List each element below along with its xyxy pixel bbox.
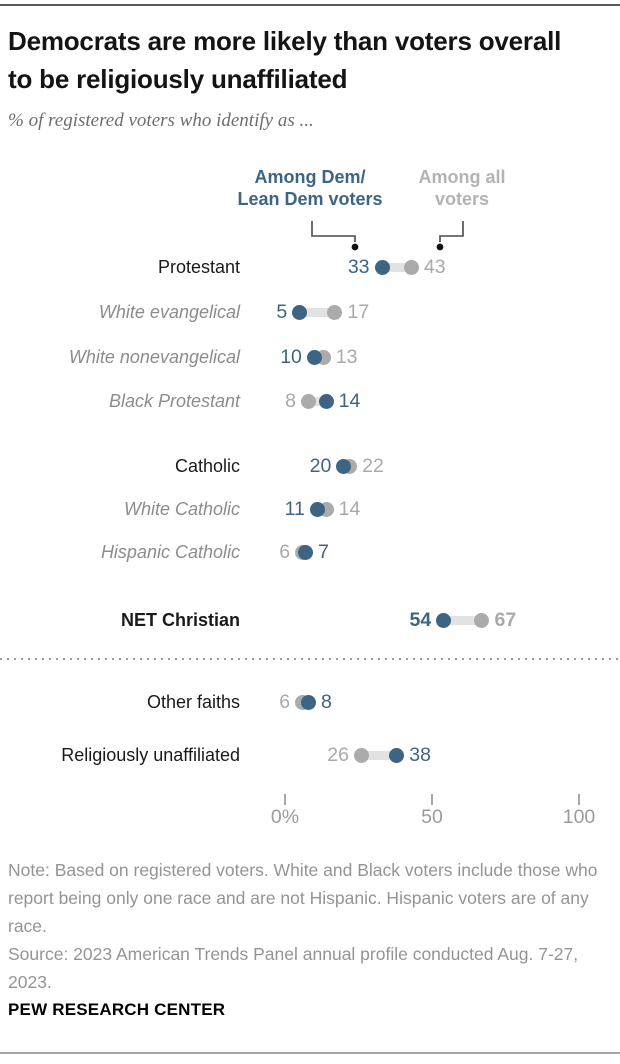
all-value-label: 8 <box>285 390 297 412</box>
section-divider <box>0 658 620 660</box>
dem-value-label: 7 <box>318 541 329 563</box>
axis-tick-label: 0% <box>270 806 300 828</box>
chart-subtitle: % of registered voters who identify as .… <box>8 110 314 131</box>
dem-voters-dot <box>436 612 452 628</box>
connector-band <box>443 615 482 625</box>
all-value-label: 43 <box>423 256 446 278</box>
dem-voters-dot <box>336 458 352 474</box>
all-voters-dot <box>353 747 369 763</box>
axis-tick <box>431 794 433 805</box>
bottom-rule <box>0 1052 620 1054</box>
connector-band <box>361 750 397 760</box>
dot-plot: Protestant 33 43 White evangelical 5 17 White … <box>61 256 517 766</box>
page-title: Democrats are more likely than voters ov… <box>8 26 562 94</box>
category-label: White Catholic <box>123 499 240 519</box>
legend-dem-line1: Among Dem/ <box>254 167 366 187</box>
dem-voters-dot <box>298 544 314 560</box>
all-voters-dot <box>301 393 317 409</box>
top-rule <box>0 4 620 6</box>
category-label: Religiously unaffiliated <box>61 745 240 765</box>
axis-tick <box>284 794 286 805</box>
chart-note: Note: Based on registered voters. White … <box>8 860 598 936</box>
legend-pointer-lines <box>311 221 464 251</box>
category-label: Protestant <box>157 257 240 277</box>
dem-voters-dot <box>306 349 322 365</box>
legend-all-line2: voters <box>434 189 490 209</box>
all-voters-dot <box>474 612 490 628</box>
dem-value-label: 8 <box>321 691 332 713</box>
legend-dem-label: Among Dem/ Lean Dem voters <box>228 166 392 210</box>
chart-source: Source: 2023 American Trends Panel annua… <box>8 944 579 992</box>
dem-value-label: 14 <box>338 390 361 412</box>
legend-all-label: Among all voters <box>400 166 524 210</box>
category-label: White evangelical <box>98 302 240 322</box>
dem-value-label: 10 <box>280 346 302 368</box>
all-value-label: 26 <box>327 744 349 766</box>
dem-voters-dot <box>309 501 325 517</box>
category-label: White nonevangelical <box>68 347 240 367</box>
dem-voters-dot <box>389 747 405 763</box>
category-label: NET Christian <box>120 610 240 630</box>
all-value-label: 6 <box>279 691 291 713</box>
dem-voters-dot <box>292 304 308 320</box>
connector-band <box>382 262 412 272</box>
legend-all-line1: Among all <box>418 167 506 187</box>
dem-value-label: 38 <box>409 744 431 766</box>
category-label: Hispanic Catholic <box>100 542 240 562</box>
dem-value-label: 54 <box>409 609 432 631</box>
all-value-label: 6 <box>279 541 291 563</box>
dem-value-label: 20 <box>309 455 332 477</box>
connector-band <box>299 307 335 317</box>
pew-research-center-wordmark: PEW RESEARCH CENTER <box>8 1000 226 1019</box>
dem-value-label: 33 <box>347 256 370 278</box>
connector-band <box>308 396 327 406</box>
all-voters-dot <box>403 259 419 275</box>
dem-value-label: 5 <box>276 301 288 323</box>
all-value-label: 22 <box>362 455 384 477</box>
all-value-label: 17 <box>347 301 370 323</box>
category-label: Catholic <box>174 456 240 476</box>
dem-voters-dot <box>374 259 390 275</box>
category-label: Other faiths <box>146 692 240 712</box>
dem-value-label: 11 <box>284 498 305 520</box>
all-value-label: 67 <box>494 609 517 631</box>
category-label: Black Protestant <box>108 391 240 411</box>
axis-tick <box>578 794 580 805</box>
dem-voters-dot <box>318 393 334 409</box>
dem-voters-dot <box>301 694 317 710</box>
all-value-label: 14 <box>338 498 361 520</box>
all-voters-dot <box>327 304 343 320</box>
all-value-label: 13 <box>335 346 358 368</box>
axis-tick-label: 100 <box>562 806 596 828</box>
legend-dem-line2: Lean Dem voters <box>237 189 383 209</box>
axis-tick-label: 50 <box>421 806 443 828</box>
